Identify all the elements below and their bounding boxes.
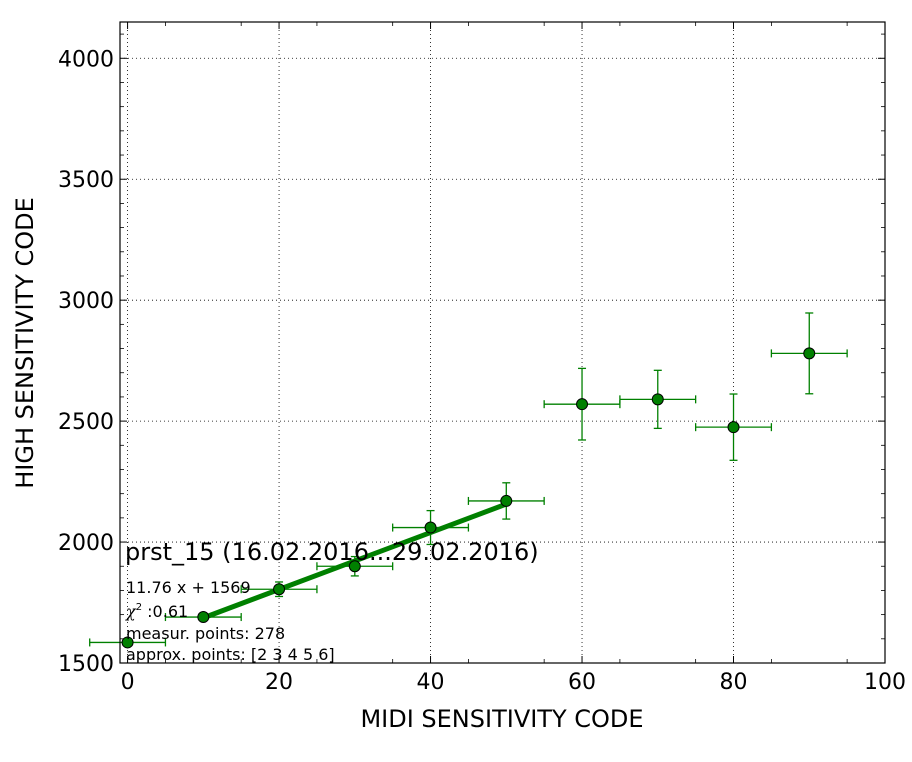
plot-frame [119, 21, 886, 664]
data-point [424, 521, 437, 534]
y-tick-labels: 1500 2000 2500 3000 3500 4000 [58, 47, 114, 677]
x-tick-label: 100 [864, 670, 906, 695]
chi-symbol: χ [125, 602, 137, 621]
x-tick-labels: 0 20 40 60 80 100 [121, 670, 906, 695]
data-point [651, 393, 664, 406]
data-point [121, 636, 134, 649]
y-axis-label: HIGH SENSITIVITY CODE [11, 197, 39, 489]
data-point [500, 494, 513, 507]
data-points-group [121, 347, 816, 649]
fit-equation: 11.76 x + 1569 [126, 578, 251, 597]
data-point [348, 560, 361, 573]
chi-square-label: χ2 :0.61 [125, 602, 188, 621]
x-tick-label: 60 [568, 670, 596, 695]
approx-points-label: approx. points: [2 3 4 5 6] [126, 645, 335, 664]
y-tick-label: 2500 [58, 410, 114, 435]
chart-title: prst_15 (16.02.2016...29.02.2016) [125, 538, 539, 566]
y-tick-label: 1500 [58, 652, 114, 677]
chi-value: :0.61 [142, 602, 188, 621]
data-point [727, 421, 740, 434]
data-point [273, 583, 286, 596]
y-tick-label: 3500 [58, 168, 114, 193]
data-point [197, 611, 210, 624]
x-axis-label: MIDI SENSITIVITY CODE [360, 705, 643, 733]
axis-ticks [120, 22, 886, 664]
x-tick-label: 0 [121, 670, 135, 695]
data-point [576, 398, 589, 411]
chi-superscript: 2 [136, 602, 142, 613]
x-tick-label: 20 [265, 670, 293, 695]
measur-points-label: measur. points: 278 [126, 624, 285, 643]
x-tick-label: 40 [417, 670, 445, 695]
data-point [803, 347, 816, 360]
y-tick-label: 3000 [58, 289, 114, 314]
grid-lines [120, 22, 885, 663]
x-tick-label: 80 [720, 670, 748, 695]
y-tick-label: 2000 [58, 531, 114, 556]
y-tick-label: 4000 [58, 47, 114, 72]
